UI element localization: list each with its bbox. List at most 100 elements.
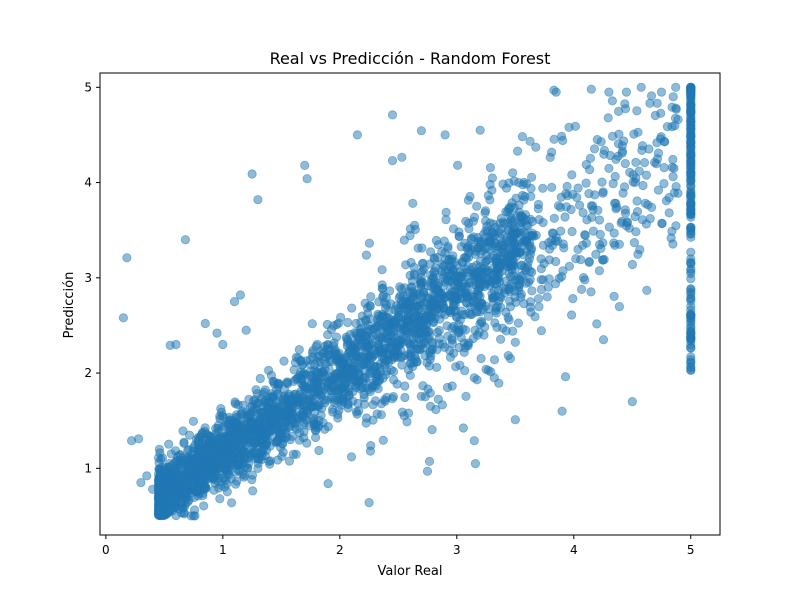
data-point [581, 178, 591, 188]
data-point [410, 312, 421, 322]
data-point [189, 511, 199, 521]
data-point [354, 406, 364, 416]
data-point [223, 447, 233, 457]
data-point [416, 300, 426, 311]
data-point [551, 87, 561, 97]
data-points [118, 82, 696, 521]
data-point [629, 129, 639, 139]
data-point [436, 288, 447, 299]
x-tick-label: 4 [570, 543, 578, 557]
data-point [621, 87, 632, 97]
data-point [614, 129, 624, 139]
data-point [403, 365, 413, 375]
data-point [558, 239, 568, 249]
data-point [452, 160, 463, 170]
data-point [331, 332, 342, 342]
data-point [401, 315, 411, 325]
data-point [181, 488, 191, 498]
data-point [184, 430, 195, 440]
data-point [443, 331, 453, 341]
data-point [373, 384, 383, 394]
data-point [547, 240, 558, 250]
data-point [498, 283, 508, 293]
data-point [659, 179, 669, 189]
data-point [200, 482, 210, 492]
data-point [278, 447, 288, 457]
data-point [531, 142, 541, 152]
data-point [207, 472, 217, 482]
data-point [441, 215, 451, 225]
data-point [686, 124, 696, 134]
data-point [361, 250, 371, 260]
data-point [188, 416, 198, 426]
data-point [166, 460, 177, 471]
data-point [629, 238, 640, 248]
data-point [652, 98, 662, 108]
data-point [598, 335, 609, 345]
data-point [500, 258, 511, 268]
data-point [598, 188, 608, 198]
data-point [251, 385, 261, 395]
data-point [440, 248, 450, 258]
data-point [449, 290, 459, 301]
data-point [495, 334, 506, 344]
data-point [386, 341, 396, 351]
data-point [657, 218, 667, 229]
data-point [182, 477, 192, 487]
data-point [526, 183, 536, 193]
data-point [518, 237, 528, 247]
data-point [580, 230, 590, 240]
data-point [635, 245, 645, 255]
data-point [232, 460, 242, 470]
data-point [496, 302, 506, 312]
data-point [508, 271, 519, 281]
x-axis-label: Valor Real [378, 564, 443, 579]
data-point [637, 145, 647, 155]
data-point [620, 104, 631, 114]
data-point [686, 309, 696, 319]
data-point [424, 301, 434, 311]
data-point [434, 325, 444, 336]
data-point [372, 409, 382, 419]
data-point [312, 384, 322, 394]
data-point [466, 233, 477, 243]
data-point [361, 418, 371, 428]
data-point [568, 293, 578, 304]
y-axis-label: Predicción [62, 272, 77, 339]
data-point [374, 297, 384, 307]
data-point [314, 445, 324, 456]
data-point [666, 233, 676, 243]
data-point [610, 171, 620, 182]
data-point [134, 434, 144, 444]
data-point [323, 478, 333, 489]
data-point [485, 281, 495, 291]
data-point [233, 429, 243, 439]
data-point [195, 475, 205, 485]
data-point [308, 374, 318, 384]
data-point [118, 313, 129, 323]
data-point [483, 311, 494, 321]
data-point [560, 372, 571, 382]
data-point [472, 201, 482, 211]
data-point [667, 162, 677, 172]
data-point [564, 261, 575, 271]
data-point [387, 156, 398, 166]
data-point [356, 384, 366, 394]
data-point [393, 310, 403, 320]
data-point [669, 188, 680, 198]
data-point [341, 378, 351, 388]
data-point [509, 176, 519, 186]
data-point [664, 208, 674, 218]
data-point [449, 280, 460, 290]
data-point [301, 415, 311, 425]
data-point [560, 212, 570, 222]
data-point [386, 365, 396, 375]
data-point [603, 113, 613, 123]
data-point [578, 240, 588, 250]
data-point [342, 334, 352, 344]
data-point [218, 339, 228, 350]
data-point [513, 318, 524, 328]
data-point [538, 217, 548, 228]
data-point [381, 300, 392, 310]
data-point [252, 429, 262, 439]
